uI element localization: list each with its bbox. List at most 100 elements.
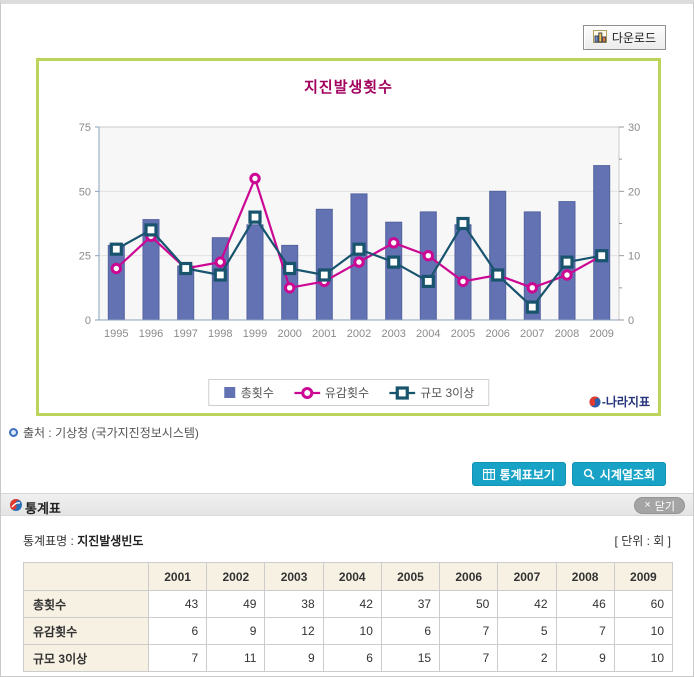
chart-legend: 총횟수 유감횟수 규모 3이상 [207, 379, 490, 406]
table-header-row: 2001 2002 2003 2004 2005 2006 2007 2008 2009 [23, 562, 674, 591]
svg-text:0: 0 [85, 315, 91, 327]
svg-text:2008: 2008 [555, 328, 579, 340]
svg-text:1998: 1998 [208, 328, 232, 340]
table-row: 규모 3이상 7 11 9 6 15 7 2 9 10 [23, 644, 674, 672]
value-cell: 50 [439, 590, 499, 618]
svg-text:0: 0 [628, 315, 634, 327]
table-row: 유감횟수 6 9 12 10 6 7 5 7 10 [23, 617, 674, 645]
value-cell: 7 [147, 644, 208, 672]
legend-label: 유감횟수 [324, 386, 370, 400]
unit-label: [ 단위 : 회 ] [614, 534, 671, 548]
time-series-label: 시계열조회 [599, 467, 655, 482]
legend-item: 규모 3이상 [389, 384, 474, 401]
value-cell: 43 [147, 590, 208, 618]
value-cell: 15 [380, 644, 441, 672]
value-cell: 12 [264, 617, 324, 645]
taegeuk-icon [589, 396, 601, 408]
value-cell: 2 [497, 644, 557, 672]
svg-text:2002: 2002 [347, 328, 371, 340]
svg-text:2001: 2001 [312, 328, 336, 340]
legend-marker-icon [293, 386, 320, 400]
value-cell: 9 [264, 644, 324, 672]
year-header: 2006 [439, 562, 499, 591]
svg-text:10: 10 [628, 251, 640, 263]
close-button[interactable]: × 닫기 [634, 497, 685, 514]
time-series-button[interactable]: 시계열조회 [571, 462, 666, 486]
legend-item: 총횟수 [223, 384, 274, 401]
svg-text:1997: 1997 [173, 328, 197, 340]
stat-table-body: 총횟수 43 49 38 42 37 50 42 46 60 유감횟수 6 9 12 10 6 7 5 7 10 규모 … [23, 590, 674, 672]
search-icon [583, 468, 595, 480]
source-text: 출처 : 기상청 (국가지진정보시스템) [23, 426, 199, 440]
year-header: 2003 [264, 562, 324, 591]
value-cell: 6 [380, 617, 441, 645]
value-cell: 7 [439, 617, 499, 645]
legend-marker-icon [223, 386, 236, 399]
source-row: 출처 : 기상청 (국가지진정보시스템) [9, 424, 199, 441]
close-x-icon: × [644, 499, 651, 511]
legend-marker-icon [389, 385, 416, 400]
svg-text:1999: 1999 [243, 328, 267, 340]
value-cell: 49 [206, 590, 266, 618]
view-stat-table-label: 통계표보기 [499, 467, 555, 482]
svg-text:1995: 1995 [104, 328, 128, 340]
svg-text:2006: 2006 [485, 328, 509, 340]
svg-text:1996: 1996 [139, 328, 163, 340]
value-cell: 9 [555, 644, 615, 672]
value-cell: 42 [497, 590, 557, 618]
svg-text:50: 50 [79, 186, 91, 198]
svg-text:75: 75 [79, 122, 91, 134]
svg-text:20: 20 [628, 186, 640, 198]
value-cell: 10 [322, 617, 382, 645]
svg-text:25: 25 [79, 251, 91, 263]
action-buttons: 통계표보기 시계열조회 [471, 462, 666, 486]
svg-text:2000: 2000 [277, 328, 301, 340]
year-header: 2004 [322, 562, 382, 591]
bullet-icon [9, 428, 18, 437]
chart-panel: 지진발생횟수 0 25 50 75 0 10 20 30 1995 1996 1997 1998 199… [36, 58, 661, 416]
value-cell: 6 [322, 644, 382, 672]
svg-text:2003: 2003 [381, 328, 405, 340]
svg-text:2009: 2009 [589, 328, 613, 340]
table-name-value: 지진발생빈도 [77, 534, 144, 548]
download-button-label: 다운로드 [611, 31, 656, 45]
download-chart-icon [592, 29, 607, 46]
close-button-label: 닫기 [654, 500, 675, 513]
table-meta: 통계표명 : 지진발생빈도 [ 단위 : 회 ] [23, 532, 671, 549]
value-cell: 10 [613, 644, 674, 672]
stat-panel-icon [9, 498, 23, 517]
value-cell: 46 [555, 590, 615, 618]
legend-label: 규모 3이상 [420, 386, 475, 400]
stat-table-head: 2001 2002 2003 2004 2005 2006 2007 2008 2009 [23, 562, 674, 591]
download-button[interactable]: 다운로드 [582, 25, 666, 50]
value-cell: 7 [439, 644, 499, 672]
value-cell: 38 [264, 590, 324, 618]
svg-text:2005: 2005 [451, 328, 475, 340]
enara-logo: -나라지표 [589, 393, 650, 410]
table-name-label: 통계표명 : [23, 534, 74, 548]
value-cell: 11 [206, 644, 266, 672]
stat-table-panel-bar: 통계표 × 닫기 [1, 493, 693, 516]
year-header: 2008 [555, 562, 615, 591]
legend-item: 유감횟수 [293, 384, 370, 401]
value-cell: 9 [206, 617, 266, 645]
value-cell: 7 [555, 617, 615, 645]
value-cell: 6 [147, 617, 208, 645]
legend-label: 총횟수 [240, 386, 274, 400]
value-cell: 37 [380, 590, 441, 618]
year-header: 2005 [380, 562, 441, 591]
table-row: 총횟수 43 49 38 42 37 50 42 46 60 [23, 590, 674, 618]
year-header: 2007 [497, 562, 557, 591]
stat-panel-title: 통계표 [25, 501, 61, 516]
year-header: 2009 [613, 562, 674, 591]
table-grid-icon [482, 468, 495, 480]
view-stat-table-button[interactable]: 통계표보기 [471, 462, 566, 486]
row-label: 총횟수 [23, 590, 149, 618]
svg-text:2007: 2007 [520, 328, 544, 340]
svg-text:30: 30 [628, 122, 640, 134]
value-cell: 42 [322, 590, 382, 618]
year-header: 2002 [206, 562, 266, 591]
chart-title: 지진발생횟수 [304, 79, 393, 96]
stat-table: 2001 2002 2003 2004 2005 2006 2007 2008 2009 총횟수… [23, 562, 674, 672]
